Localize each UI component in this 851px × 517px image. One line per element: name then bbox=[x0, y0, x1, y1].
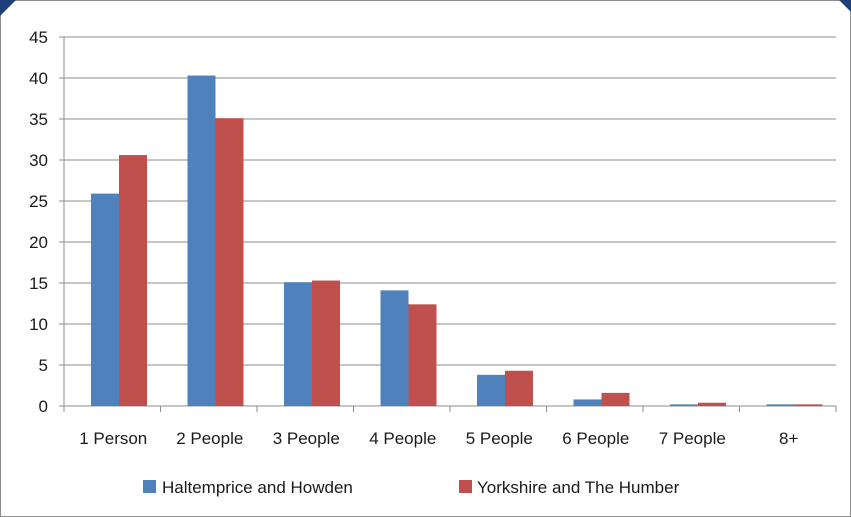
bar-haltemprice-and-howden bbox=[477, 374, 505, 406]
bar-yorkshire-and-the-humber bbox=[505, 370, 533, 406]
y-tick-label: 40 bbox=[29, 69, 48, 88]
y-tick-label: 30 bbox=[29, 151, 48, 170]
bar-haltemprice-and-howden bbox=[91, 193, 119, 406]
legend-swatch bbox=[459, 480, 472, 493]
bar-haltemprice-and-howden bbox=[670, 404, 698, 406]
x-tick-label: 8+ bbox=[779, 429, 798, 448]
bar-haltemprice-and-howden bbox=[380, 290, 409, 406]
axes bbox=[59, 36, 837, 412]
y-tick-label: 25 bbox=[29, 192, 48, 211]
bar-yorkshire-and-the-humber bbox=[408, 304, 437, 406]
y-tick-label: 10 bbox=[29, 315, 48, 334]
y-tick-label: 0 bbox=[39, 397, 48, 416]
corner-accent-right bbox=[839, 0, 851, 12]
bar-yorkshire-and-the-humber bbox=[215, 118, 244, 407]
legend: Haltemprice and Howden Yorkshire and The … bbox=[143, 478, 680, 497]
x-axis-tick-labels: 1 Person 2 People 3 People 4 People 5 People… bbox=[79, 429, 798, 448]
y-axis-tick-labels: 0 5 10 15 20 25 30 35 40 45 bbox=[29, 28, 48, 416]
bar-haltemprice-and-howden bbox=[573, 399, 602, 406]
bar-haltemprice-and-howden bbox=[766, 404, 795, 406]
x-tick-label: 7 People bbox=[659, 429, 726, 448]
legend-swatch bbox=[143, 480, 156, 493]
bars bbox=[91, 75, 823, 407]
bar-yorkshire-and-the-humber bbox=[601, 392, 630, 406]
x-tick-label: 3 People bbox=[273, 429, 340, 448]
legend-label: Haltemprice and Howden bbox=[162, 478, 353, 497]
y-tick-label: 45 bbox=[29, 28, 48, 47]
bar-yorkshire-and-the-humber bbox=[312, 280, 340, 406]
y-tick-label: 35 bbox=[29, 110, 48, 129]
x-tick-label: 2 People bbox=[176, 429, 243, 448]
bar-yorkshire-and-the-humber bbox=[794, 404, 823, 406]
x-tick-label: 5 People bbox=[466, 429, 533, 448]
corner-accent bbox=[0, 0, 16, 16]
x-tick-label: 4 People bbox=[369, 429, 436, 448]
y-tick-label: 5 bbox=[39, 356, 48, 375]
bar-yorkshire-and-the-humber bbox=[698, 402, 726, 406]
x-tick-label: 6 People bbox=[562, 429, 629, 448]
x-tick-label: 1 Person bbox=[79, 429, 147, 448]
y-tick-label: 20 bbox=[29, 233, 48, 252]
bar-haltemprice-and-howden bbox=[187, 75, 216, 406]
bar-yorkshire-and-the-humber bbox=[119, 155, 147, 406]
bar-haltemprice-and-howden bbox=[284, 282, 312, 406]
legend-label: Yorkshire and The Humber bbox=[477, 478, 680, 497]
gridlines bbox=[64, 36, 836, 366]
y-tick-label: 15 bbox=[29, 274, 48, 293]
